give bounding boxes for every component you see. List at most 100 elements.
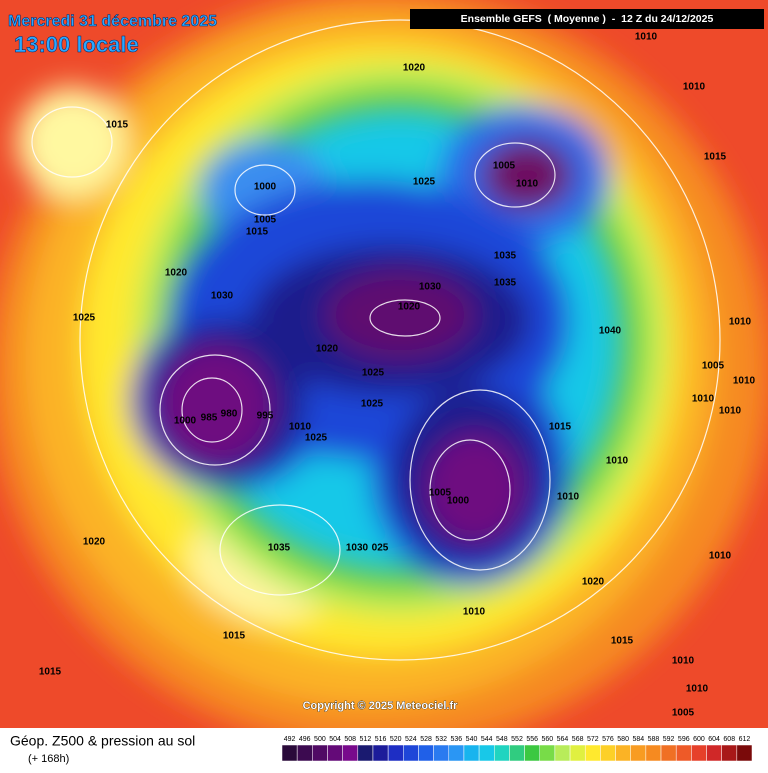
isobar-label: 1030	[211, 291, 234, 302]
isobar-label: 1000	[447, 496, 470, 507]
legend-swatch	[584, 744, 601, 762]
legend-label: 500	[314, 736, 326, 743]
legend-label: 536	[451, 736, 463, 743]
isobar-label: 1025	[413, 177, 436, 188]
isobar-label: 1005	[702, 361, 725, 372]
legend-label: 516	[375, 736, 387, 743]
legend-swatch	[296, 744, 313, 762]
isobar	[159, 354, 271, 466]
isobar-label: 1010	[516, 179, 539, 190]
legend-swatch	[675, 744, 692, 762]
legend-swatch	[372, 744, 389, 762]
band	[482, 140, 572, 210]
isobar-label: 1015	[704, 152, 727, 163]
band	[157, 345, 273, 465]
legend-label: 540	[466, 736, 478, 743]
isobar-label: 1015	[223, 631, 246, 642]
legend-label: 608	[723, 736, 735, 743]
isobar-label: 1010	[289, 422, 312, 433]
isobar	[369, 299, 441, 337]
isobar-label: 1020	[582, 577, 605, 588]
isobar-label: 1035	[494, 278, 517, 289]
isobar-label: 025	[372, 543, 389, 554]
legend-swatch	[433, 744, 450, 762]
band	[325, 270, 475, 360]
legend-label: 552	[511, 736, 523, 743]
legend-swatch	[327, 744, 343, 762]
isobar	[474, 142, 556, 208]
isobar-label: 1010	[709, 551, 732, 562]
isobar-label: 1010	[463, 607, 486, 618]
legend-swatch	[312, 744, 328, 762]
date: Mercredi 31 décembre 2025	[8, 13, 217, 30]
isobar-label: 1010	[606, 456, 629, 467]
isobar-label: 1010	[692, 394, 715, 405]
isobar-label: 980	[221, 409, 238, 420]
band	[425, 433, 525, 543]
isobar-label: 1015	[39, 667, 62, 678]
isobar-label: 1025	[73, 313, 96, 324]
legend-swatch	[342, 744, 359, 762]
isobar-label: 1010	[683, 82, 706, 93]
band	[17, 87, 127, 197]
legend-label: 584	[632, 736, 644, 743]
isobar	[429, 439, 511, 541]
isobar-label: 1020	[83, 537, 106, 548]
legend-swatch	[615, 744, 631, 762]
legend-label: 592	[663, 736, 675, 743]
isobar-label: 1035	[268, 543, 291, 554]
isobar-label: 1015	[246, 227, 269, 238]
legend-swatch	[281, 744, 298, 762]
run-info: Ensemble GEFS ( Moyenne ) - 12 Z du 24/1…	[461, 13, 714, 25]
legend-swatch	[448, 744, 465, 762]
legend-label: 528	[420, 736, 432, 743]
legend-swatch	[418, 744, 434, 762]
legend-label: 600	[693, 736, 705, 743]
isobar-label: 1035	[494, 251, 517, 262]
isobar-label: 1020	[403, 63, 426, 74]
legend-swatch	[630, 744, 647, 762]
legend-label: 512	[360, 736, 372, 743]
legend-label: 504	[329, 736, 341, 743]
legend-label: 492	[284, 736, 296, 743]
legend-label: 564	[557, 736, 569, 743]
isobar-label: 1015	[106, 120, 129, 131]
isobar-label: 1010	[557, 492, 580, 503]
legend-label: 508	[344, 736, 356, 743]
legend-swatch	[524, 744, 540, 762]
legend-swatch	[706, 744, 722, 762]
isobar-label: 1020	[398, 302, 421, 313]
isobar-label: 1010	[672, 656, 695, 667]
legend-swatch	[539, 744, 556, 762]
isobar-label: 1040	[599, 326, 622, 337]
legend-label: 556	[526, 736, 538, 743]
isobar-label: 1015	[611, 636, 634, 647]
legend-swatch	[463, 744, 480, 762]
isobar-label: 1005	[493, 161, 516, 172]
isobar-label: 1010	[719, 406, 742, 417]
isobar-label: 985	[201, 413, 218, 424]
legend-label: 568	[572, 736, 584, 743]
legend-label: 576	[602, 736, 614, 743]
isobar-label: 1005	[429, 488, 452, 499]
z500-shading	[0, 0, 768, 728]
legend-swatch	[494, 744, 510, 762]
isobar-label: 1025	[362, 368, 385, 379]
legend-swatch	[691, 744, 707, 762]
field: 1010101010201015100510101015102510001005…	[0, 0, 768, 728]
isobar	[31, 106, 113, 178]
legend-swatch	[736, 744, 753, 762]
isobar-label: 1030	[419, 282, 442, 293]
isobar-label: 1000	[174, 416, 197, 427]
isobar-label: 1010	[635, 32, 658, 43]
footer-title: Géop. Z500 & pression au sol	[10, 733, 195, 749]
isobar-label: 1005	[672, 708, 695, 719]
isobar-label: 1020	[165, 268, 188, 279]
legend-label: 588	[648, 736, 660, 743]
legend-swatch	[403, 744, 419, 762]
isobar-label: 1005	[254, 215, 277, 226]
legend-swatch	[554, 744, 571, 762]
legend-label: 560	[541, 736, 553, 743]
run-box	[410, 9, 764, 29]
